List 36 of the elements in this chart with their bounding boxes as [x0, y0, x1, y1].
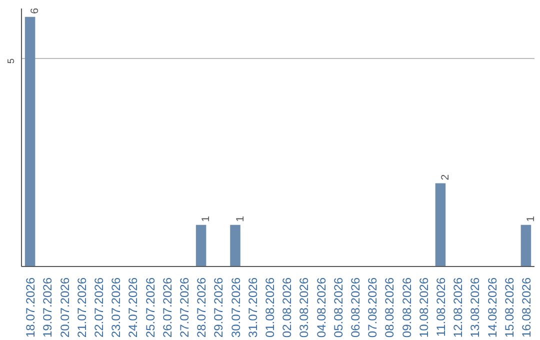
x-tick-label: 23.07.2026	[109, 277, 124, 338]
x-tick-label: 25.07.2026	[143, 277, 158, 338]
x-tick-label: 01.08.2026	[262, 277, 277, 338]
x-tick-label: 28.07.2026	[194, 277, 209, 338]
x-tick-label: 16.08.2026	[519, 277, 534, 338]
x-tick-label: 15.08.2026	[502, 277, 516, 338]
y-tick-label: 5	[6, 58, 16, 64]
x-tick-label: 19.07.2026	[40, 277, 55, 338]
x-tick-label: 18.07.2026	[24, 277, 38, 338]
x-tick-label: 07.08.2026	[366, 277, 380, 338]
data-label: 1	[524, 216, 537, 222]
x-tick-label: 30.07.2026	[228, 277, 243, 338]
x-tick-label: 08.08.2026	[382, 277, 397, 338]
x-tick-label: 29.07.2026	[212, 277, 226, 338]
x-tick-label: 04.08.2026	[314, 277, 328, 338]
x-tick-label: 26.07.2026	[160, 277, 174, 338]
x-tick-label: 03.08.2026	[297, 277, 312, 338]
data-label: 2	[439, 174, 452, 180]
x-tick-label: 24.07.2026	[126, 277, 140, 338]
x-tick-label: 21.07.2026	[74, 277, 89, 338]
x-tick-label: 02.08.2026	[280, 277, 294, 338]
x-tick-label: 20.07.2026	[58, 277, 72, 338]
x-tick-label: 22.07.2026	[92, 277, 106, 338]
x-tick-label: 14.08.2026	[485, 277, 500, 338]
x-tick-label: 06.08.2026	[348, 277, 362, 338]
x-tick-label: 27.07.2026	[177, 277, 192, 338]
x-tick-label: 09.08.2026	[400, 277, 414, 338]
x-tick-label: 12.08.2026	[451, 277, 466, 338]
data-label: 1	[234, 216, 246, 222]
x-tick-label: 13.08.2026	[468, 277, 482, 338]
x-tick-label: 31.07.2026	[246, 277, 260, 338]
x-tick-label: 11.08.2026	[434, 277, 448, 337]
x-tick-label: 10.08.2026	[416, 277, 431, 338]
data-label: 6	[29, 8, 42, 14]
data-label: 1	[200, 216, 212, 222]
x-tick-label: 05.08.2026	[331, 277, 346, 338]
